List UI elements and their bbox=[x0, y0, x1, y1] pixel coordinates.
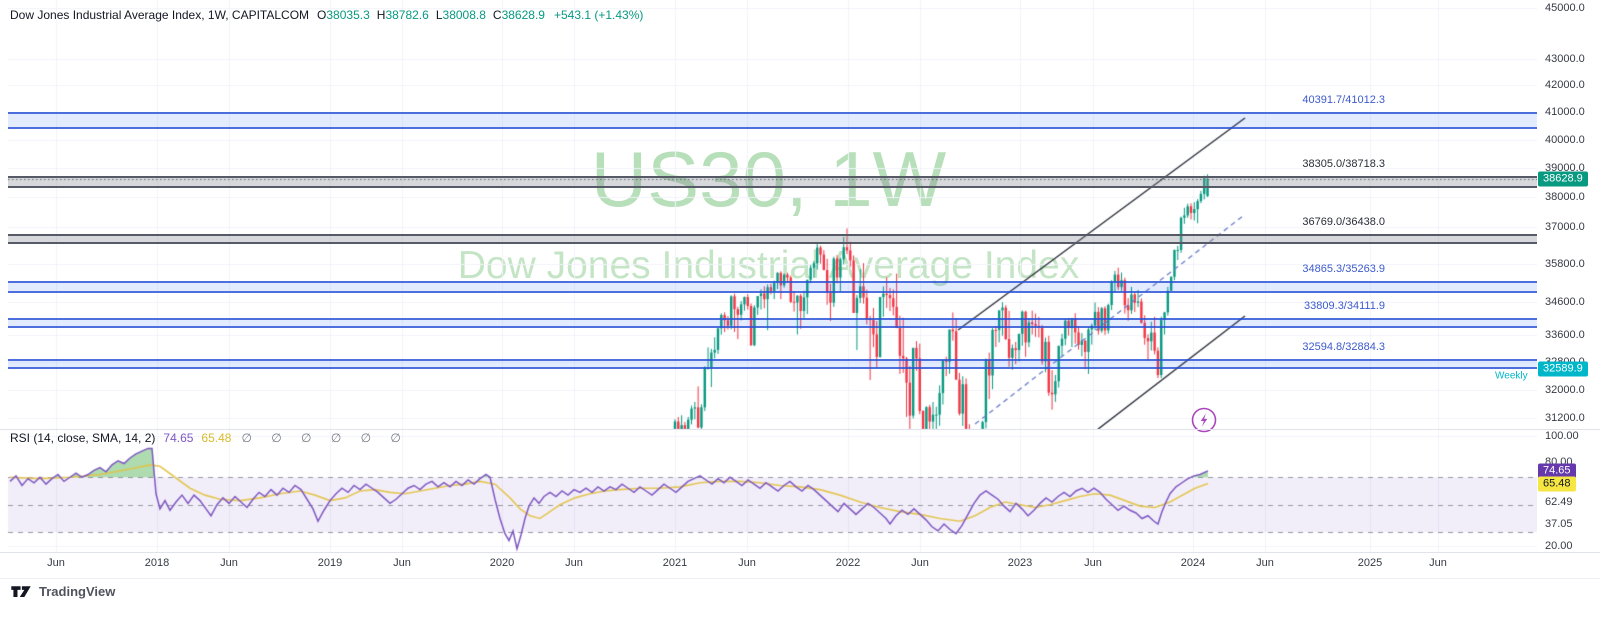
rsi-tick-label: 100.00 bbox=[1545, 430, 1579, 442]
price-tick-label: 38000.0 bbox=[1545, 191, 1585, 204]
time-tick-label: Jun bbox=[220, 557, 238, 569]
price-tick-label: 33600.0 bbox=[1545, 328, 1585, 341]
time-tick-label: 2018 bbox=[144, 557, 170, 569]
supply-demand-zone[interactable] bbox=[8, 111, 1537, 129]
time-tick-label: Jun bbox=[1084, 557, 1102, 569]
ohlc-item: H38782.6 bbox=[376, 8, 429, 22]
change-value: +543.1 (+1.43%) bbox=[553, 8, 644, 22]
time-tick-label: Jun bbox=[1429, 557, 1447, 569]
price-tick-label: 37000.0 bbox=[1545, 221, 1585, 233]
supply-demand-zone[interactable] bbox=[8, 280, 1537, 294]
symbol-legend[interactable]: Dow Jones Industrial Average Index, 1W, … bbox=[10, 8, 643, 22]
time-tick-label: Jun bbox=[47, 557, 65, 569]
footer-separator bbox=[0, 578, 1600, 579]
ohlc-item: L38008.8 bbox=[435, 8, 486, 22]
supply-demand-zone[interactable] bbox=[8, 359, 1537, 369]
rsi-ma-value: 65.48 bbox=[201, 431, 232, 445]
rsi-title: RSI (14, close, SMA, 14, 2) bbox=[10, 431, 156, 445]
time-tick-label: Jun bbox=[911, 557, 929, 569]
supply-demand-zone[interactable] bbox=[8, 318, 1537, 328]
symbol-title: Dow Jones Industrial Average Index, 1W, … bbox=[10, 8, 310, 22]
tradingview-logo-icon bbox=[11, 586, 31, 597]
price-tick-label: 43000.0 bbox=[1545, 52, 1585, 65]
price-tick-label: 35800.0 bbox=[1545, 257, 1585, 270]
rsi-tick-label: 62.49 bbox=[1545, 496, 1573, 508]
price-tick-label: 40000.0 bbox=[1545, 133, 1585, 146]
supply-demand-zone[interactable] bbox=[8, 176, 1537, 189]
time-tick-label: 2024 bbox=[1180, 557, 1206, 569]
price-tick-label: 31200.0 bbox=[1545, 411, 1585, 424]
rsi-tick-label: 37.05 bbox=[1545, 518, 1573, 530]
time-tick-label: Jun bbox=[393, 557, 411, 569]
supply-demand-zone[interactable] bbox=[8, 234, 1537, 245]
time-tick-label: 2021 bbox=[662, 557, 688, 569]
time-tick-label: Jun bbox=[1256, 557, 1274, 569]
time-tick-label: Jun bbox=[565, 557, 583, 569]
rsi-empty-slots: ∅ ∅ ∅ ∅ ∅ ∅ bbox=[241, 431, 409, 445]
time-tick-label: Jun bbox=[738, 557, 756, 569]
price-tick-label: 39000.0 bbox=[1545, 162, 1585, 175]
price-tick-label: 32800.0 bbox=[1545, 355, 1585, 368]
ohlc-values: O38035.3 H38782.6 L38008.8 C38628.9 bbox=[317, 8, 552, 22]
lightning-marker-icon[interactable] bbox=[1190, 406, 1218, 434]
rsi-ma-value-label: 65.48 bbox=[1538, 476, 1576, 491]
brand-name: TradingView bbox=[39, 584, 116, 599]
price-tick-label: 41000.0 bbox=[1545, 106, 1585, 119]
price-tick-label: 42000.0 bbox=[1545, 79, 1585, 92]
price-tick-label: 34600.0 bbox=[1545, 296, 1585, 309]
time-tick-label: 2019 bbox=[317, 557, 343, 569]
ohlc-item: C38628.9 bbox=[492, 8, 545, 22]
rsi-legend[interactable]: RSI (14, close, SMA, 14, 2) 74.65 65.48 ∅ ∅… bbox=[10, 431, 409, 445]
time-tick-label: 2020 bbox=[489, 557, 515, 569]
rsi-value: 74.65 bbox=[163, 431, 194, 445]
time-tick-label: 2025 bbox=[1357, 557, 1383, 569]
time-tick-label: 2022 bbox=[835, 557, 861, 569]
price-tick-label: 45000.0 bbox=[1545, 1, 1585, 14]
rsi-tick-label: 80.00 bbox=[1545, 456, 1573, 468]
price-chart-canvas[interactable] bbox=[0, 0, 1537, 553]
ohlc-item: O38035.3 bbox=[317, 8, 370, 22]
time-tick-label: 2023 bbox=[1007, 557, 1033, 569]
rsi-tick-label: 20.00 bbox=[1545, 540, 1573, 552]
price-tick-label: 32000.0 bbox=[1545, 383, 1585, 396]
tradingview-branding[interactable]: TradingView bbox=[10, 584, 115, 599]
